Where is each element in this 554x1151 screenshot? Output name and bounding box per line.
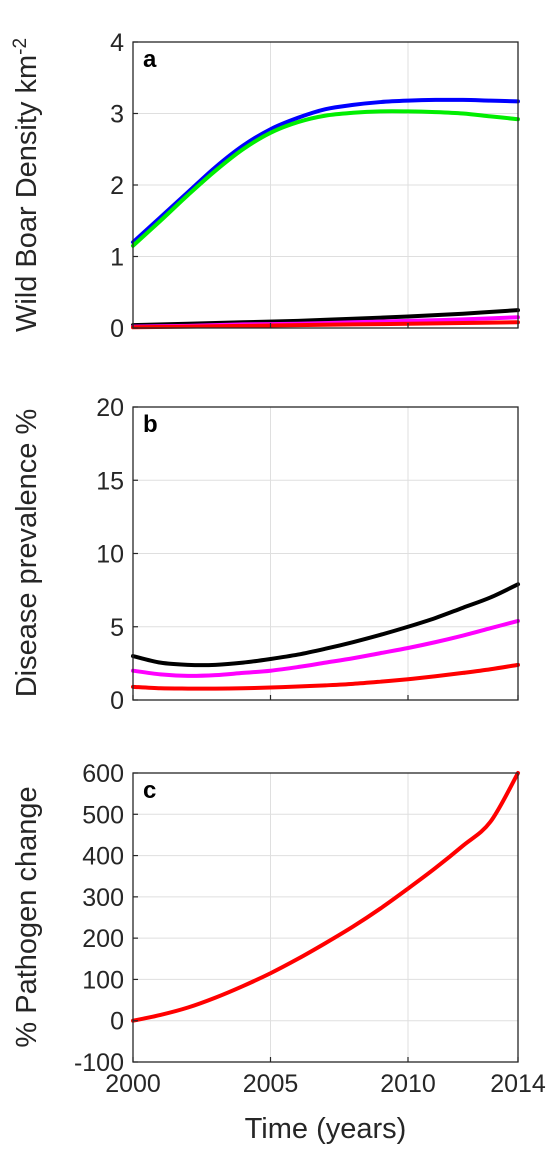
panel-b-ytick-label: 20 (96, 394, 124, 422)
panel-c-letter: c (143, 777, 156, 804)
panel-c-series-line-0 (131, 771, 520, 1023)
panel-a-ytick-label: 0 (110, 315, 124, 343)
panel-a-ticks: 0 1 2 3 4 (110, 29, 519, 343)
panel-c-ytick-label: 400 (82, 843, 124, 871)
panel-c-ytick-label: -100 (74, 1049, 124, 1077)
panel-b-grid (133, 407, 518, 700)
panel-b-ticks: 0 5 10 15 20 (96, 394, 519, 715)
panel-a-series-line-0 (131, 97, 520, 245)
panel-b-series-line-1 (131, 618, 520, 678)
panel-b-series-line-2 (131, 662, 520, 691)
panel-c-xtick-label: 2010 (380, 1070, 436, 1098)
panel-c-grid (133, 773, 518, 1062)
panel-a-ytick-label: 4 (110, 29, 124, 57)
panel-a-ylabel: Wild Boar Density km-2 (10, 38, 44, 332)
panel-b-letter: b (143, 411, 158, 438)
panel-b-ytick-label: 15 (96, 467, 124, 495)
panel-c-ylabel: % Pathogen change (11, 786, 43, 1047)
panel-c-xtick-label: 2014 (490, 1070, 546, 1098)
panel-a-ytick-label: 1 (110, 244, 124, 272)
panel-c-xlabel: Time (years) (245, 1113, 407, 1145)
panel-c-ytick-label: 200 (82, 925, 124, 953)
panel-c-ytick-label: 500 (82, 801, 124, 829)
panel-a-series-line-1 (131, 109, 520, 248)
panel-a-letter: a (143, 46, 157, 73)
panel-c-ytick-label: 300 (82, 884, 124, 912)
panel-a-ytick-label: 3 (110, 101, 124, 129)
panel-c-xtick-label: 2000 (105, 1070, 161, 1098)
panel-a-ylabel-superscript: -2 (10, 38, 31, 55)
panel-c-ytick-label: 100 (82, 966, 124, 994)
panel-c-xtick-label: 2005 (243, 1070, 299, 1098)
panel-c-ytick-label: 600 (82, 760, 124, 788)
panel-b-series-line-0 (131, 582, 520, 668)
panel-a-series-line-4 (131, 320, 520, 330)
panel-b-ytick-label: 5 (110, 614, 124, 642)
panel-a-series-line-2 (131, 308, 520, 328)
panel-a: 0 1 2 3 4 a Wild Boar Density km-2 (10, 29, 520, 343)
panel-b-ytick-label: 10 (96, 541, 124, 569)
panel-a-series (131, 97, 520, 330)
panel-a-ylabel-text: Wild Boar Density km (11, 55, 43, 332)
panel-a-ytick-label: 2 (110, 172, 124, 200)
panel-b: 0 5 10 15 20 b Disease prevalence % (11, 394, 520, 715)
panel-c-series (131, 771, 520, 1023)
panel-b-ytick-label: 0 (110, 687, 124, 715)
panel-c-ytick-label: 0 (110, 1008, 124, 1036)
panel-c-frame (132, 772, 519, 1063)
panel-b-ylabel: Disease prevalence % (11, 409, 43, 698)
panel-b-series (131, 582, 520, 691)
panel-c-ticks: -100 0 100 200 300 400 500 600 2000 2005 2010 2014 (74, 760, 546, 1098)
panel-a-grid (133, 42, 518, 328)
